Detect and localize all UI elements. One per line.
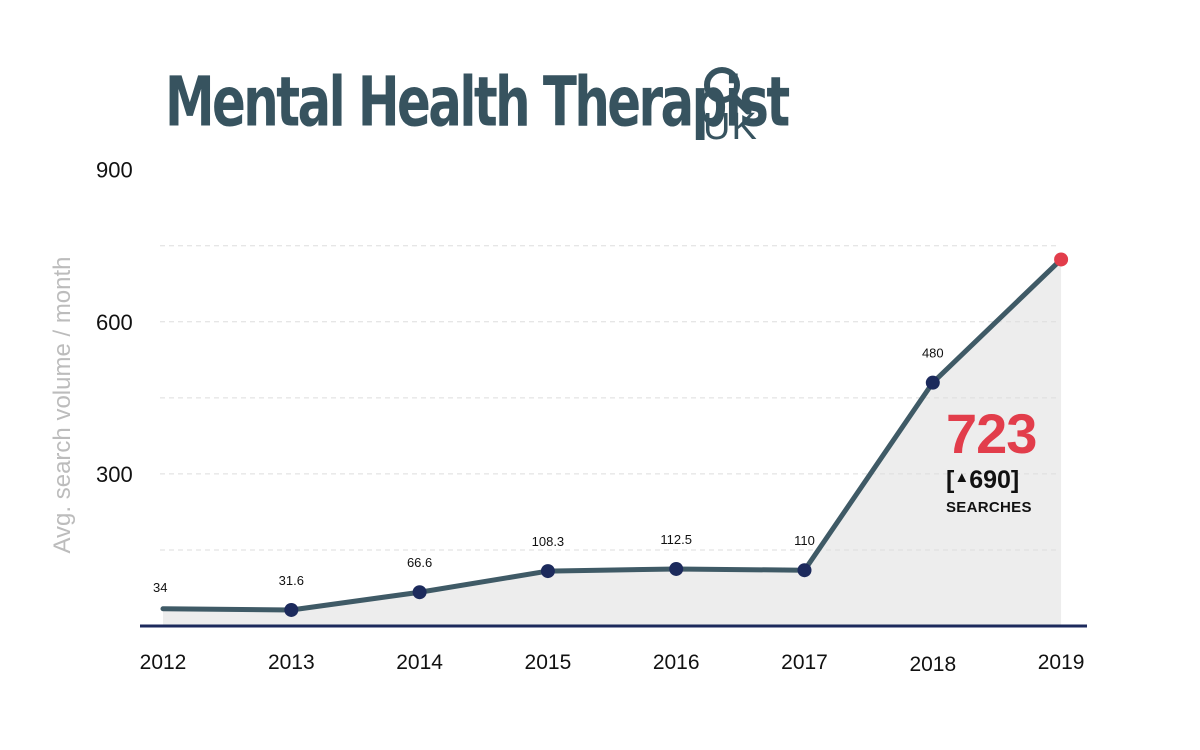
x-tick-label: 2015 [525, 651, 572, 674]
logo: Mental Health Therapist UK [165, 62, 790, 172]
data-label: 34 [153, 580, 167, 595]
x-tick-label: 2019 [1038, 651, 1085, 674]
logo-title: Mental Health Therapist [165, 62, 790, 143]
x-tick-label: 2017 [781, 651, 828, 674]
data-point [412, 585, 427, 600]
y-axis-label: Avg. search volume / month [49, 256, 76, 553]
data-label: 112.5 [660, 532, 692, 547]
change-value: 690 [969, 466, 1011, 494]
data-point [669, 561, 684, 576]
series-line [160, 256, 1064, 613]
callout-unit: SEARCHES [946, 499, 1032, 516]
data-label: 66.6 [407, 555, 432, 570]
callout-value: 723 [946, 402, 1037, 465]
x-tick-label: 2016 [653, 651, 700, 674]
close-bracket: ] [1010, 466, 1020, 494]
callout-change: [▲690] [946, 466, 1056, 495]
data-point [925, 375, 940, 390]
data-label: 31.6 [279, 573, 304, 588]
y-tick-label: 600 [96, 310, 133, 335]
x-tick-label: 2014 [396, 651, 443, 674]
open-bracket: [ [946, 466, 955, 494]
logo-subtitle: UK [703, 106, 758, 148]
y-tick-label: 300 [96, 462, 133, 487]
area-fill [163, 259, 1062, 626]
data-point [797, 563, 812, 578]
data-point [284, 602, 299, 617]
data-label: 108.3 [532, 534, 565, 549]
y-tick-label: 900 [96, 158, 133, 183]
data-label: 480 [922, 346, 944, 361]
data-point [1054, 252, 1069, 267]
x-tick-label: 2013 [268, 651, 315, 674]
x-tick-label: 2018 [909, 653, 956, 676]
up-arrow-icon: ▲ [954, 469, 970, 486]
callout: 723 [▲690] SEARCHES [946, 402, 1056, 517]
data-point [540, 564, 555, 579]
magnifier-icon [704, 67, 752, 115]
data-label: 110 [794, 533, 815, 548]
x-tick-label: 2012 [140, 651, 187, 674]
